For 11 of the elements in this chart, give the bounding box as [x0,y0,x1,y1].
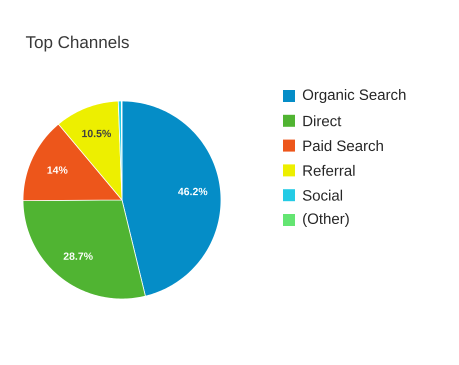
legend-label: Paid Search [303,140,383,152]
legend-label: Referral [303,164,355,176]
data-label: 10.5% [82,130,111,138]
data-label: 14% [47,166,68,174]
data-label: 46.2% [178,188,208,196]
data-label: 28.7% [64,252,93,260]
chart-title: Top Channels [26,36,129,52]
legend-label: Social [302,190,342,201]
legend-label: (Other) [303,213,349,227]
legend-label: Organic Search [302,89,406,103]
legend-label: Direct [303,115,342,126]
